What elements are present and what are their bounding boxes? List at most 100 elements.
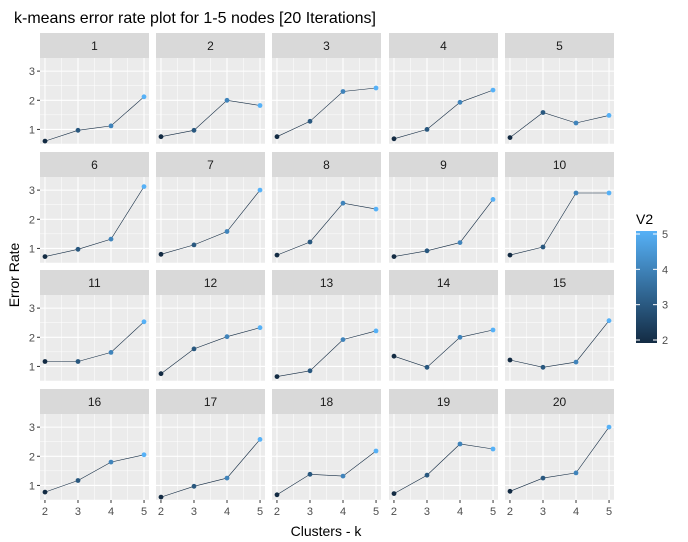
series-line	[276, 330, 377, 377]
data-point	[274, 492, 280, 498]
facet-panel: 18	[272, 389, 381, 501]
series-line	[44, 186, 145, 257]
series-line	[509, 192, 609, 256]
data-point	[457, 99, 463, 105]
series-line	[509, 320, 610, 368]
data-point	[191, 127, 197, 133]
facet-panel: 19	[389, 389, 498, 501]
facet-strip	[40, 389, 149, 414]
data-point	[424, 364, 430, 370]
y-tick-label: 2	[29, 214, 35, 226]
facet-panel: 13	[272, 270, 381, 382]
x-tick-label: 5	[373, 506, 379, 518]
facet-panel: 20	[505, 389, 614, 501]
series-line	[160, 439, 261, 498]
facet-panel: 11	[40, 270, 149, 382]
data-point	[274, 252, 280, 258]
facet-strip	[505, 152, 614, 177]
panel-grid	[40, 295, 149, 382]
data-point	[507, 488, 513, 494]
series-line	[160, 189, 261, 255]
data-point	[141, 319, 147, 325]
data-point	[274, 134, 280, 140]
data-point	[373, 206, 379, 212]
facet-strip	[156, 33, 265, 58]
data-point	[224, 97, 230, 103]
panel-grid	[40, 414, 149, 501]
data-point	[340, 200, 346, 206]
data-point	[457, 240, 463, 246]
x-axis-label: Clusters - k	[291, 523, 363, 539]
panel-grid	[505, 58, 614, 145]
facet-label: 15	[553, 276, 567, 290]
data-point	[75, 359, 81, 364]
data-point	[158, 494, 164, 500]
facet-panel: 1	[40, 33, 149, 145]
data-point	[373, 85, 379, 91]
y-axis-label: Error Rate	[6, 243, 22, 308]
data-point	[141, 452, 147, 458]
data-point	[391, 353, 397, 359]
facet-panel: 5	[505, 33, 614, 145]
data-point	[42, 254, 48, 259]
facet-strip	[389, 152, 498, 177]
data-point	[42, 489, 48, 495]
data-point	[191, 242, 197, 248]
data-point	[257, 325, 263, 331]
data-point	[507, 135, 513, 141]
panel-grid	[272, 177, 381, 264]
data-point	[424, 248, 430, 254]
x-tick-label: 4	[573, 506, 579, 518]
series-line	[509, 426, 610, 492]
facet-label: 10	[553, 158, 567, 172]
data-point	[75, 478, 81, 483]
data-point	[457, 441, 463, 447]
facet-panel: 15	[505, 270, 614, 382]
y-tick-label: 1	[29, 361, 35, 373]
colorbar-label: 4	[662, 264, 668, 276]
facet-label: 5	[556, 39, 563, 53]
data-point	[573, 470, 579, 476]
facet-strip	[389, 33, 498, 58]
data-point	[75, 127, 81, 133]
x-tick-label: 3	[424, 506, 430, 518]
color-legend: V2 5 4 3 2	[636, 211, 668, 347]
data-point	[158, 251, 164, 257]
y-tick-label: 3	[29, 66, 35, 78]
data-point	[606, 190, 612, 196]
data-point	[257, 437, 263, 442]
data-point	[540, 364, 546, 370]
data-point	[307, 471, 313, 477]
legend-title: V2	[636, 211, 653, 227]
data-point	[606, 424, 612, 430]
data-point	[141, 184, 147, 190]
data-point	[490, 327, 496, 333]
y-tick-label: 2	[29, 95, 35, 107]
series-line	[276, 87, 377, 137]
chart-title: k-means error rate plot for 1-5 nodes [2…	[14, 10, 376, 27]
panel-grid	[389, 414, 498, 501]
facet-panel: 14	[389, 270, 498, 382]
data-point	[224, 334, 230, 340]
colorbar-label: 3	[662, 300, 668, 312]
facet-label: 7	[207, 158, 214, 172]
series-line	[509, 112, 610, 138]
facet-strip	[156, 152, 265, 177]
data-point	[257, 187, 263, 193]
y-tick-label: 2	[29, 332, 35, 344]
facet-panel: 16	[40, 389, 149, 501]
x-tick-label: 2	[507, 506, 513, 518]
x-tick-label: 2	[391, 506, 397, 518]
facet-strip	[272, 152, 381, 177]
data-point	[158, 134, 164, 140]
facet-label: 4	[440, 39, 447, 53]
panel-grid	[272, 58, 381, 145]
facet-label: 13	[320, 276, 334, 290]
panel-grid	[40, 177, 149, 264]
data-point	[340, 89, 346, 94]
x-tick-label: 5	[257, 506, 263, 518]
data-point	[573, 359, 579, 365]
data-point	[108, 350, 114, 355]
facet-strip	[40, 270, 149, 295]
